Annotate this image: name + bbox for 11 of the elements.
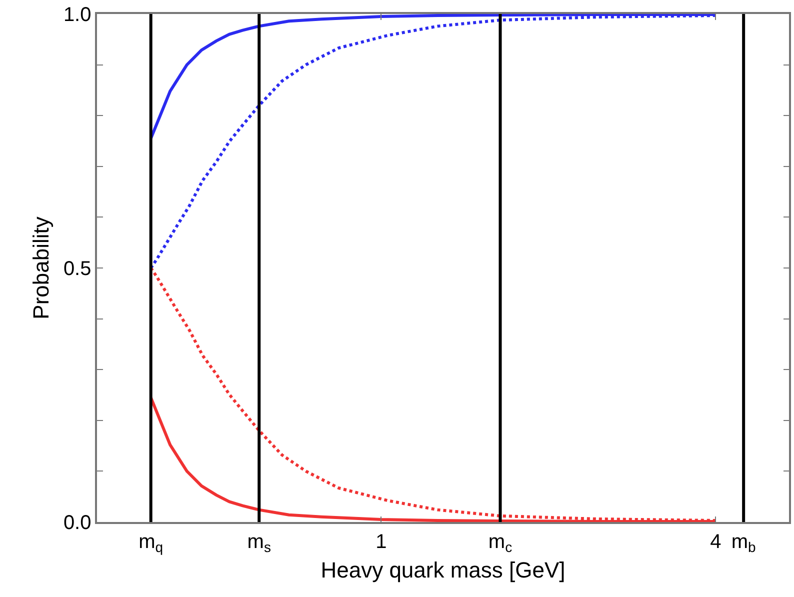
x-tick-label: m$_{b}$ bbox=[731, 530, 756, 555]
x-tick-label: 4 bbox=[710, 530, 722, 553]
y-tick-label: 1.0 bbox=[63, 4, 92, 26]
x-tick-label: m$_{c}$ bbox=[488, 530, 512, 555]
y-axis-title: Probability bbox=[28, 216, 54, 320]
y-tick-label: 0.5 bbox=[63, 258, 92, 280]
x-tick-label: m$_{s}$ bbox=[247, 530, 271, 555]
x-axis-title: Heavy quark mass [GeV] bbox=[320, 557, 566, 582]
x-tick-label: m$_{q}$ bbox=[138, 530, 164, 555]
y-tick-label: 0.0 bbox=[63, 512, 92, 534]
x-tick-label: 1 bbox=[376, 530, 387, 553]
